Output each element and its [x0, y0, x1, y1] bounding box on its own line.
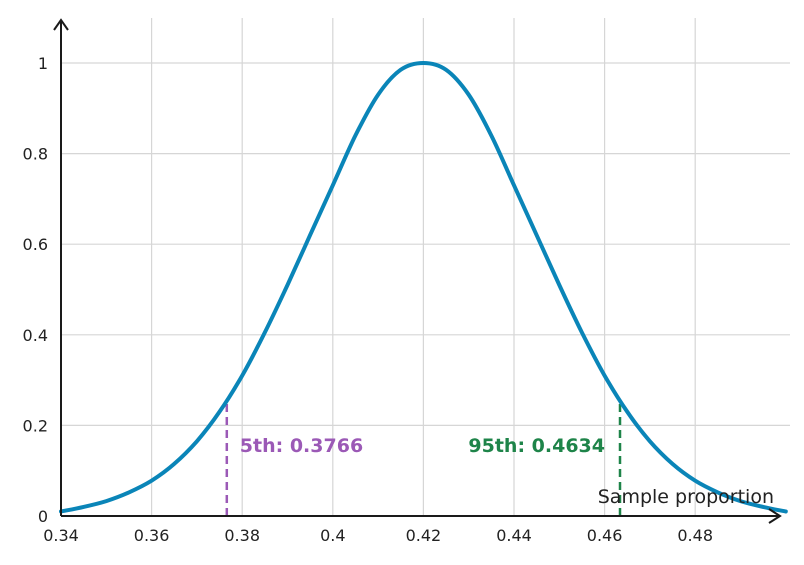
x-tick-label: 0.4 [320, 526, 345, 545]
grid [61, 18, 790, 516]
95th-percentile-label: 95th: 0.4634 [468, 435, 605, 457]
x-tick-label: 0.42 [406, 526, 442, 545]
x-tick-label: 0.48 [677, 526, 713, 545]
y-tick-label: 0.2 [23, 416, 48, 435]
x-axis-title: Sample proportion [598, 486, 774, 508]
y-tick-label: 0.4 [23, 326, 48, 345]
x-tick-label: 0.44 [496, 526, 532, 545]
axes [53, 18, 782, 524]
y-tick-label: 1 [38, 54, 48, 73]
y-tick-label: 0.8 [23, 145, 48, 164]
x-tick-label: 0.34 [43, 526, 79, 545]
y-tick-label: 0.6 [23, 235, 48, 254]
y-axis-arrow [53, 18, 69, 31]
percentile-annotations: 5th: 0.3766 95th: 0.4634 [225, 402, 622, 516]
y-tick-label: 0 [38, 507, 48, 526]
x-tick-label: 0.46 [587, 526, 623, 545]
tick-labels: 0.34 0.36 0.38 0.4 0.42 0.44 0.46 0.48 0 0.2 0.4 0.… [23, 54, 713, 545]
x-tick-label: 0.36 [134, 526, 170, 545]
x-tick-label: 0.38 [224, 526, 260, 545]
distribution-curve [59, 61, 788, 514]
5th-percentile-label: 5th: 0.3766 [240, 435, 363, 457]
x-axis-arrow [768, 508, 782, 524]
